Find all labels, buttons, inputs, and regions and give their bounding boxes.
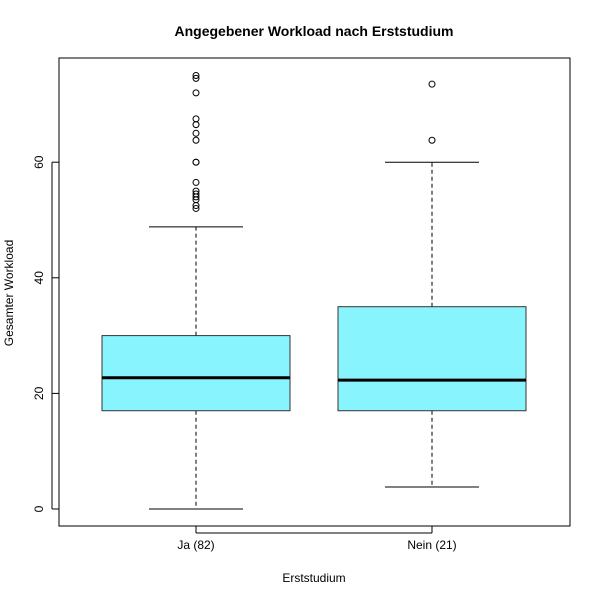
- y-tick-label: 40: [32, 271, 46, 285]
- outlier-point: [192, 74, 200, 82]
- x-axis-label: Erststudium: [282, 571, 345, 585]
- outlier-point: [428, 136, 436, 144]
- y-tick-label: 0: [32, 505, 46, 512]
- x-tick-label: Nein (21): [407, 538, 456, 552]
- outlier-point: [192, 204, 200, 212]
- box-iqr: [337, 306, 527, 412]
- y-tick-label: 60: [32, 155, 46, 169]
- outlier-point: [192, 136, 200, 144]
- outlier-point: [192, 72, 200, 79]
- chart-title: Angegebener Workload nach Erststudium: [174, 23, 453, 39]
- y-axis-label: Gesamter Workload: [2, 240, 16, 346]
- outlier-point: [192, 158, 200, 166]
- outlier-point: [428, 80, 436, 88]
- outlier-point: [192, 129, 200, 137]
- outlier-point: [192, 178, 200, 186]
- plot-area: 0 20 40 60 Ja (82) Nein (21): [32, 57, 571, 552]
- box-iqr: [101, 335, 291, 412]
- outlier-point: [192, 190, 200, 198]
- y-tick-label: 20: [32, 386, 46, 400]
- x-tick-label: Ja (82): [177, 538, 214, 552]
- outlier-point: [192, 121, 200, 129]
- outlier-point: [192, 89, 200, 97]
- plot-frame: [58, 57, 571, 527]
- outlier-point: [192, 187, 200, 195]
- outlier-point: [192, 115, 200, 123]
